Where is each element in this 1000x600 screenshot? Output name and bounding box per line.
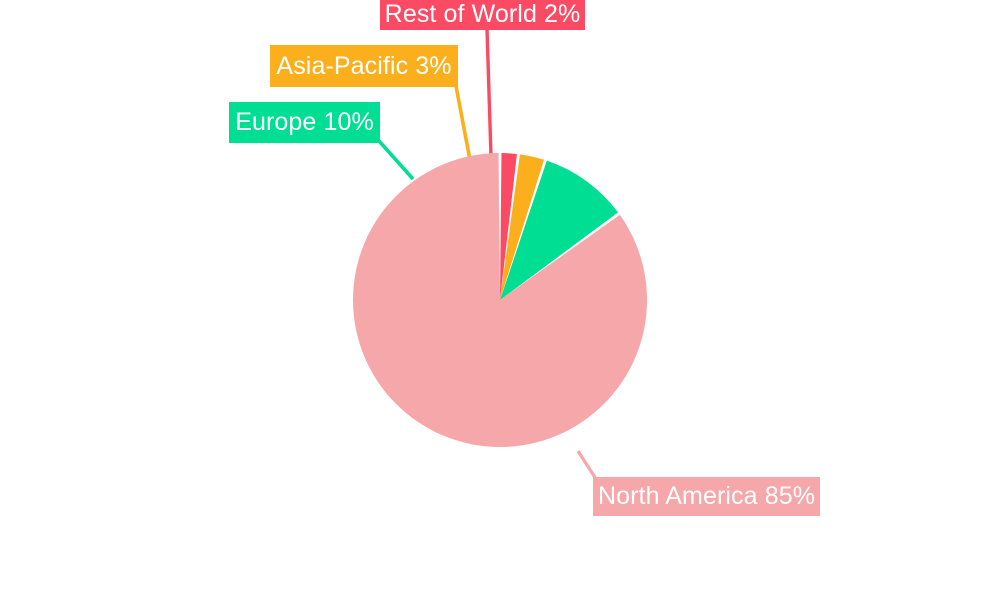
leader-line-north-america (576, 450, 598, 480)
pie-label-north-america: North America 85% (593, 477, 820, 516)
pie-slice-asia-pacific[interactable] (500, 154, 545, 300)
pie-label-rest-of-world: Rest of World 2% (380, 0, 585, 30)
leader-line-europe (377, 139, 415, 181)
leader-line-asia-pacific (454, 85, 472, 161)
pie-slice-north-america[interactable] (353, 153, 648, 448)
pie-slice-europe[interactable] (500, 160, 619, 300)
leader-line-rest-of-world (485, 28, 493, 157)
pie-label-asia-pacific: Asia-Pacific 3% (270, 45, 458, 87)
pie-label-europe: Europe 10% (229, 102, 380, 143)
pie-slice-rest-of-world[interactable] (500, 153, 517, 300)
leader-lines (377, 28, 598, 480)
pie-wedges (353, 153, 648, 448)
